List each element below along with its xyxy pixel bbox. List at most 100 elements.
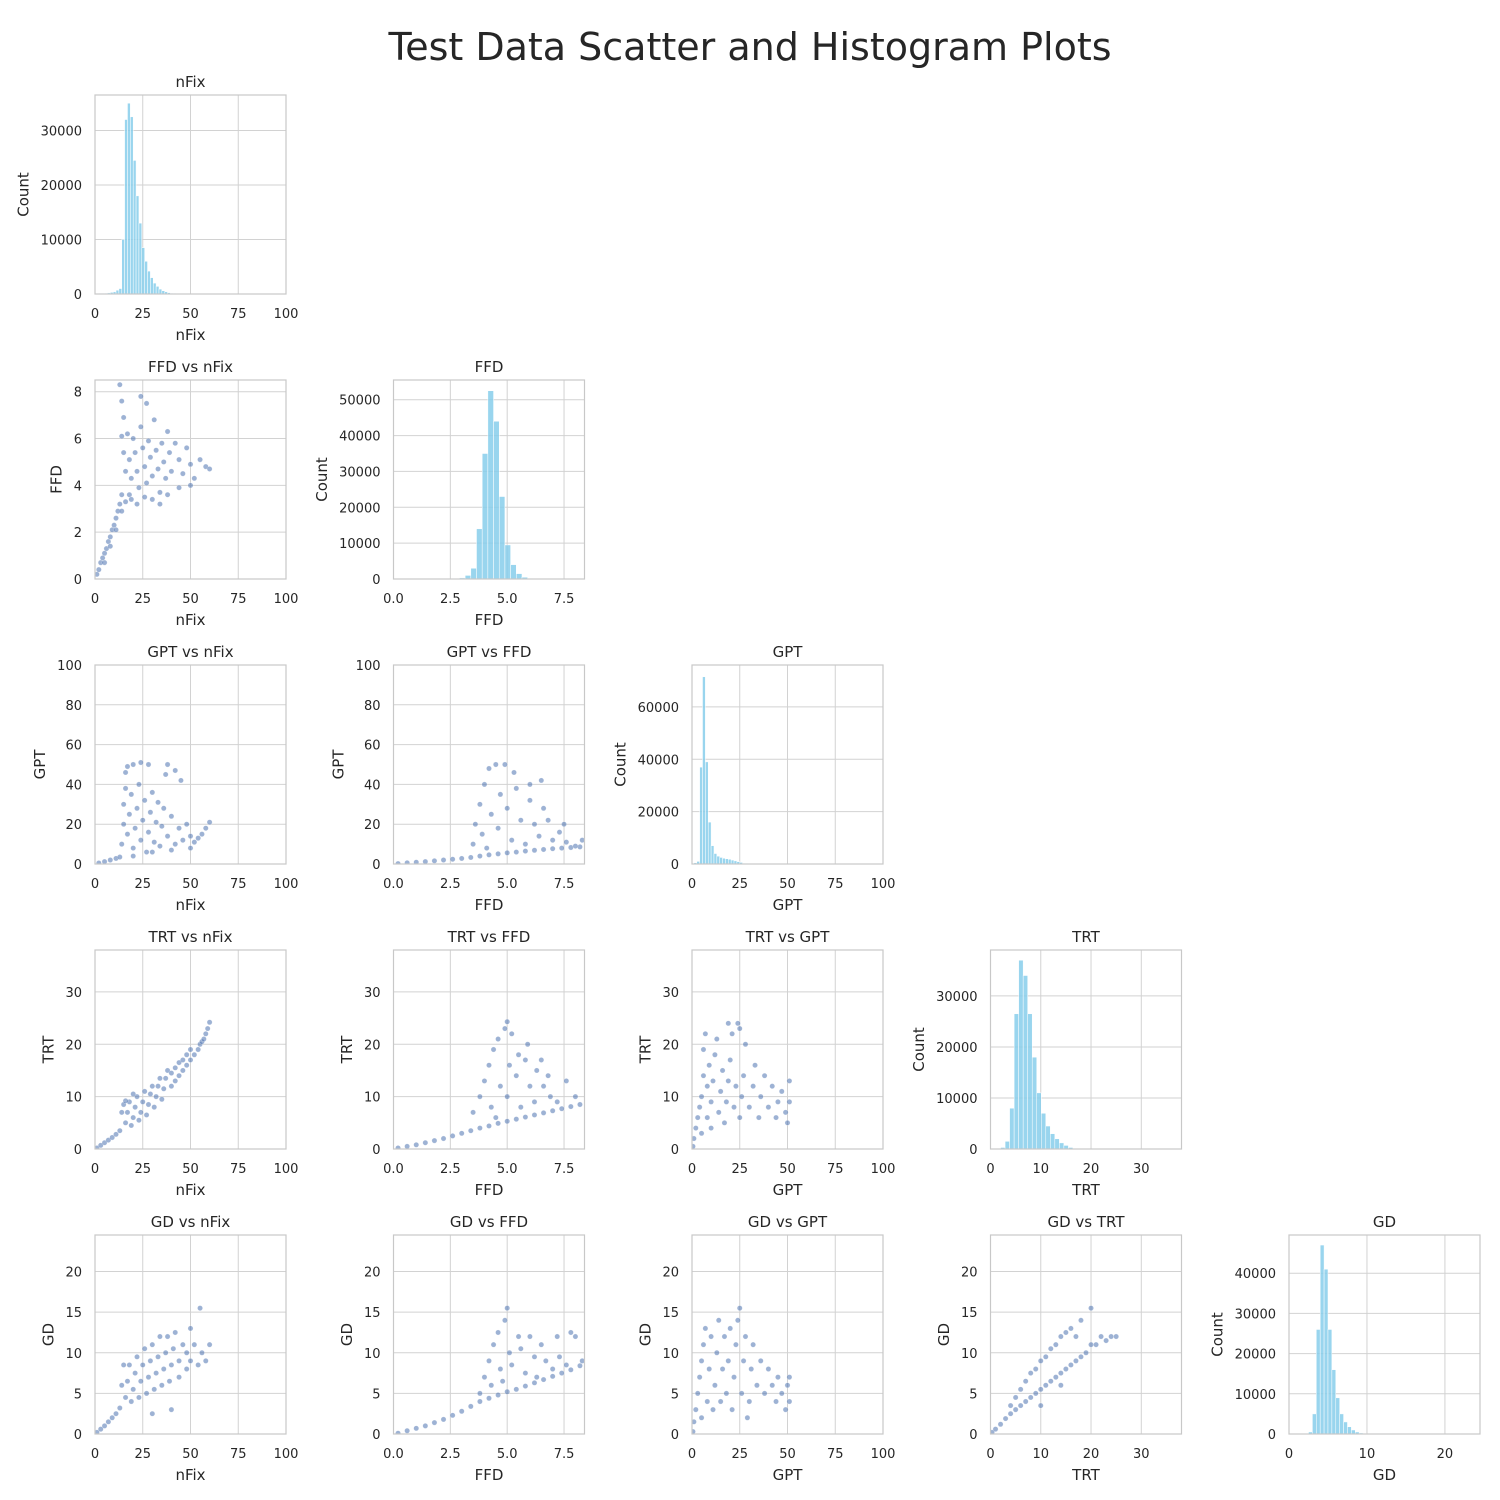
scatter-point — [149, 1083, 156, 1089]
scatter-point — [511, 769, 517, 776]
histogram-bar — [155, 286, 160, 294]
x-tick-label: 10 — [1032, 1447, 1049, 1462]
histogram-bar — [1319, 1244, 1325, 1434]
scatter-point — [151, 839, 157, 845]
scatter-point — [1073, 1358, 1079, 1364]
scatter-point — [756, 1114, 762, 1121]
scatter-point — [735, 1020, 741, 1027]
x-tick-label: 75 — [230, 1162, 247, 1177]
scatter-point — [534, 1374, 540, 1380]
scatter-point — [203, 1031, 209, 1037]
x-tick-label: 25 — [134, 877, 151, 892]
scatter-point — [708, 1125, 714, 1131]
scatter-point — [992, 1426, 999, 1432]
scatter-point — [172, 1329, 178, 1336]
y-axis-label: FFD — [48, 465, 66, 494]
histogram-bar — [1343, 1421, 1348, 1434]
scatter-point — [495, 1036, 501, 1042]
scatter-point — [731, 1374, 737, 1380]
x-tick-label: 75 — [230, 1447, 247, 1462]
scatter-point — [568, 844, 574, 851]
data-marks — [1304, 1244, 1368, 1434]
scatter-point — [107, 543, 114, 549]
scatter-point — [742, 1333, 749, 1340]
scatter-point — [1017, 1402, 1024, 1409]
scatter-point — [572, 1333, 579, 1340]
y-tick-label: 0 — [671, 1428, 679, 1443]
y-tick-label: 40 — [65, 778, 82, 793]
scatter-point — [155, 466, 161, 472]
scatter-point — [522, 1383, 529, 1389]
scatter-point — [773, 1398, 779, 1405]
y-tick-label: 0 — [372, 1143, 380, 1158]
plot-area — [990, 1235, 1182, 1434]
scatter-point — [538, 1341, 545, 1348]
histogram-bar — [1068, 1147, 1074, 1149]
x-tick-label: 5.0 — [497, 877, 518, 892]
scatter-point — [199, 831, 205, 837]
x-tick-label: 50 — [182, 592, 199, 607]
histogram-bar — [510, 564, 517, 579]
scatter-point — [515, 1333, 522, 1340]
scatter-point — [161, 459, 167, 465]
x-tick-label: 30 — [1133, 1162, 1150, 1177]
scatter-point — [692, 1419, 697, 1425]
panels: 0 25 50 75 1000100002000030000nFixnFixCount0… — [15, 73, 1481, 1484]
scatter-point — [506, 1350, 513, 1356]
scatter-point — [101, 559, 108, 566]
x-tick-label: 2.5 — [440, 592, 461, 607]
y-tick-label: 20 — [662, 1266, 679, 1281]
scatter-point — [779, 1088, 785, 1095]
scatter-point — [692, 1135, 697, 1142]
y-tick-label: 0 — [372, 858, 380, 873]
x-axis-label: TRT — [1071, 1466, 1100, 1484]
plot-frame — [989, 949, 1183, 1150]
scatter-point — [122, 468, 129, 475]
scatter-point — [513, 785, 520, 792]
scatter-point — [744, 1415, 751, 1421]
x-tick-label: 0 — [91, 307, 99, 322]
histogram-bar — [118, 288, 122, 294]
x-tick-label: 7.5 — [554, 1162, 575, 1177]
data-marks — [395, 1305, 585, 1434]
histogram-bar — [127, 102, 131, 294]
scatter-point — [488, 811, 494, 817]
x-tick-label: 7.5 — [554, 592, 575, 607]
scatter-point — [698, 1093, 705, 1100]
scatter-point — [504, 805, 510, 812]
scatter-point — [180, 1057, 186, 1063]
scatter-point — [563, 1362, 570, 1368]
scatter-point — [504, 1019, 510, 1025]
y-axis-label: GD — [338, 1323, 356, 1346]
y-tick-label: 40 — [364, 778, 381, 793]
data-marks — [1000, 959, 1078, 1149]
scatter-point — [704, 1398, 711, 1405]
x-tick-label: 0 — [91, 1162, 99, 1177]
scatter-point — [138, 837, 144, 843]
scatter-point — [422, 858, 429, 864]
panel-ffd-vs-nfix: 0 25 50 75 100 0 2 4 6 8 FFD vs nFix nFix FFD — [48, 358, 299, 629]
scatter-point — [470, 841, 476, 847]
scatter-point — [191, 839, 198, 845]
plot-frame — [691, 664, 884, 865]
scatter-point — [136, 1394, 142, 1401]
y-axis-label: GD — [39, 1323, 57, 1346]
scatter-point — [143, 480, 150, 486]
scatter-point — [563, 1078, 570, 1084]
scatter-point — [540, 1376, 547, 1383]
scatter-point — [1058, 1382, 1064, 1388]
x-tick-label: 50 — [182, 877, 199, 892]
y-axis-label: GD — [935, 1323, 953, 1346]
histogram-bar — [713, 853, 718, 864]
scatter-point — [143, 849, 150, 855]
scatter-point — [172, 440, 178, 446]
scatter-point — [1078, 1317, 1084, 1324]
plot-frame — [691, 1234, 884, 1435]
scatter-point — [119, 508, 125, 514]
histogram-bar — [1036, 1092, 1042, 1149]
scatter-point — [524, 1041, 531, 1047]
scatter-point — [1113, 1333, 1119, 1340]
y-tick-label: 80 — [65, 699, 82, 714]
y-tick-label: 0 — [969, 1428, 977, 1443]
